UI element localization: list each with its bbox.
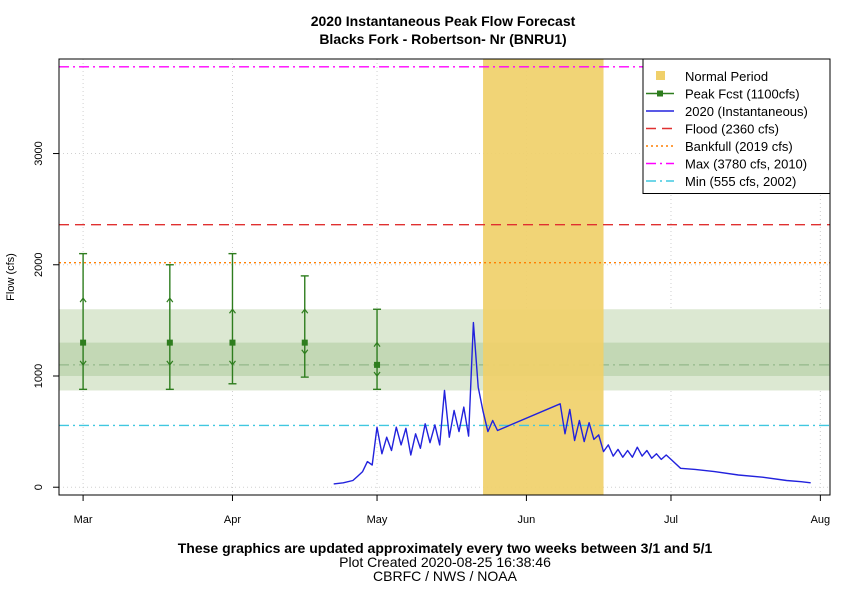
axes: 0 1000 2000 3000 Mar Apr May Jun Jul Aug (33, 141, 830, 526)
y-tick-label: 1000 (33, 364, 45, 388)
forecast-arrow-down (166, 360, 174, 366)
y-tick-label: 2000 (33, 253, 45, 277)
chart-title: 2020 Instantaneous Peak Flow Forecast (311, 13, 576, 29)
legend-label: Peak Fcst (1100cfs) (685, 87, 800, 102)
legend: Normal Period Peak Fcst (1100cfs) 2020 (In… (642, 58, 831, 194)
forecast-arrow-up (166, 297, 174, 303)
legend-label: Bankfull (2019 cfs) (685, 139, 793, 154)
series-line-2020 (333, 321, 811, 485)
footer-agency: CBRFC / NWS / NOAA (373, 568, 518, 584)
y-tick-label: 0 (33, 484, 45, 490)
x-tick-label: Jun (518, 514, 536, 526)
plot-area (59, 59, 830, 495)
x-tick-label: Aug (811, 514, 831, 526)
forecast-arrow-down (228, 360, 236, 366)
x-tick-label: Apr (224, 514, 241, 526)
legend-label: 2020 (Instantaneous) (685, 104, 808, 119)
forecast-arrow-down (373, 371, 381, 377)
legend-label: Flood (2360 cfs) (685, 122, 779, 137)
forecast-arrow-up (301, 308, 309, 314)
y-tick-label: 3000 (33, 141, 45, 165)
legend-swatch-peak-marker (657, 90, 663, 97)
forecast-arrow-down (79, 360, 87, 366)
x-tick-label: Jul (664, 514, 678, 526)
chart-subtitle: Blacks Fork - Robertson- Nr (BNRU1) (319, 31, 566, 47)
forecast-arrow-up (228, 308, 236, 314)
forecast-marker (229, 339, 236, 346)
legend-swatch-normal-period (656, 71, 665, 80)
forecast-band (59, 342, 830, 376)
footer-note: These graphics are updated approximately… (178, 540, 713, 556)
legend-label: Min (555 cfs, 2002) (685, 174, 796, 189)
x-tick-label: May (367, 514, 388, 526)
forecast-arrow-down (301, 349, 309, 355)
legend-label: Max (3780 cfs, 2010) (685, 157, 807, 172)
forecast-marker (80, 339, 87, 346)
forecast-arrow-up (79, 297, 87, 303)
normal-period-band (483, 59, 604, 495)
forecast-marker (301, 339, 308, 346)
footer-created: Plot Created 2020-08-25 16:38:46 (339, 554, 551, 570)
legend-box (642, 58, 831, 194)
forecast-marker (166, 339, 173, 346)
y-axis-label: Flow (cfs) (5, 253, 17, 301)
legend-label: Normal Period (685, 69, 768, 84)
plot-frame (58, 58, 831, 496)
forecast-marker (374, 361, 381, 368)
x-tick-label: Mar (74, 514, 93, 526)
forecast-arrow-up (373, 341, 381, 347)
